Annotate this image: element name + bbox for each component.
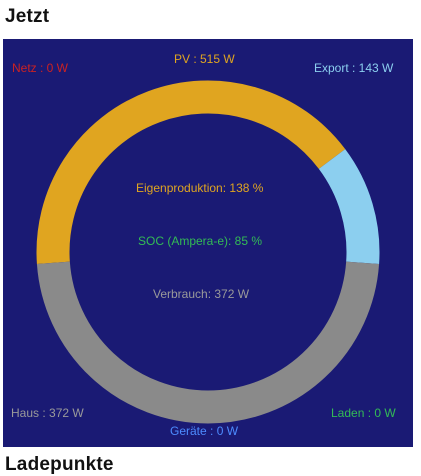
pv-arc (36, 80, 346, 264)
eigenproduktion-label: Eigenproduktion: 138 % (136, 181, 264, 195)
netz-label: Netz : 0 W (12, 61, 69, 75)
section-title-next: Ladepunkte (5, 454, 114, 475)
soc-label: SOC (Ampera-e): 85 % (138, 234, 263, 248)
pv-label: PV : 515 W (174, 52, 235, 66)
haus-label: Haus : 372 W (11, 406, 84, 420)
verbrauch-label: Verbrauch: 372 W (153, 287, 250, 301)
laden-label: Laden : 0 W (331, 406, 396, 420)
export-label: Export : 143 W (314, 61, 394, 75)
energy-flow-panel: Netz : 0 W PV : 515 W Export : 143 W Eig… (3, 39, 413, 447)
haus-arc (36, 261, 380, 424)
energy-gauge (36, 80, 380, 424)
export-arc (318, 149, 380, 264)
section-title-now: Jetzt (5, 6, 50, 27)
geraete-label: Geräte : 0 W (170, 424, 239, 438)
